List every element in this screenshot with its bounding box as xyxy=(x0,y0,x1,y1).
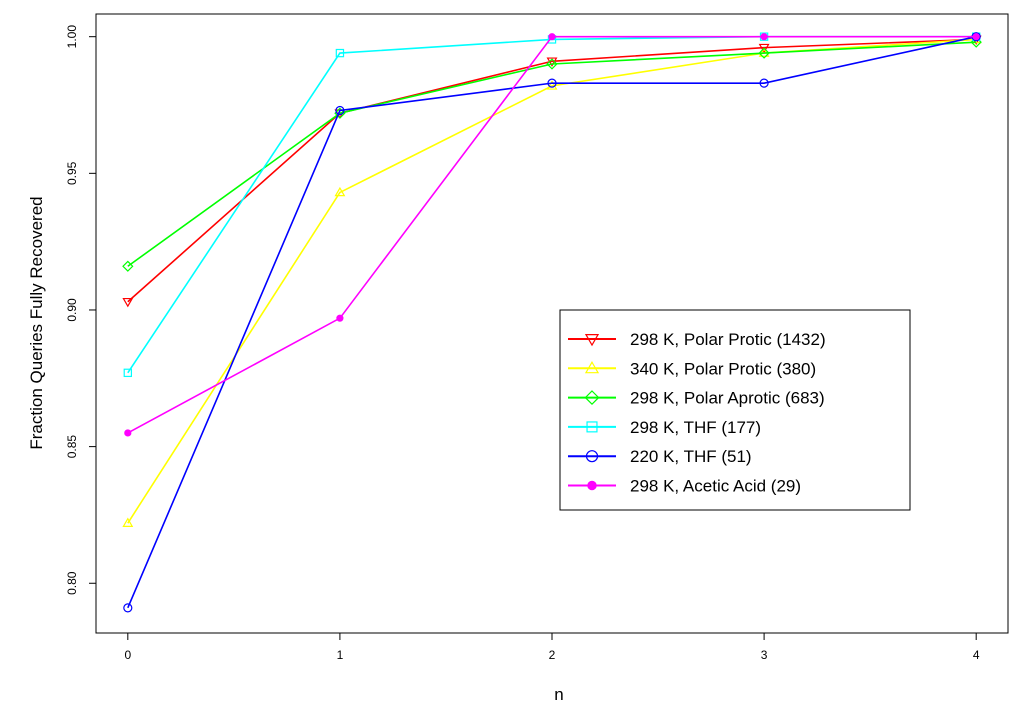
y-tick-label: 0.80 xyxy=(65,571,79,595)
series-5 xyxy=(124,33,980,437)
x-tick-label: 2 xyxy=(549,648,556,662)
x-tick-label: 0 xyxy=(124,648,131,662)
data-point xyxy=(548,33,556,41)
data-point xyxy=(546,80,558,90)
legend: 298 K, Polar Protic (1432) 340 K, Polar P… xyxy=(559,309,911,511)
data-point xyxy=(547,78,557,88)
y-axis: 0.80 0.85 0.90 0.95 1.00 xyxy=(65,25,96,595)
y-tick-label: 0.95 xyxy=(65,161,79,185)
y-axis-title: Fraction Queries Fully Recovered xyxy=(27,196,46,449)
legend-box xyxy=(559,309,911,511)
legend-item: 340 K, Polar Protic (380) xyxy=(568,359,816,378)
legend-label: 220 K, THF (51) xyxy=(630,447,752,466)
legend-item: 298 K, Polar Aprotic (683) xyxy=(568,389,825,408)
y-tick-label: 0.90 xyxy=(65,298,79,322)
data-point xyxy=(334,186,346,197)
series-line xyxy=(127,35,977,609)
legend-label: 298 K, Acetic Acid (29) xyxy=(630,477,801,496)
data-point xyxy=(123,603,133,613)
legend-label: 298 K, Polar Protic (1432) xyxy=(630,330,826,349)
legend-item: 298 K, Polar Protic (1432) xyxy=(568,330,826,349)
data-point xyxy=(124,429,132,437)
legend-swatch-marker xyxy=(586,421,598,433)
legend-label: 298 K, THF (177) xyxy=(630,418,761,437)
y-tick-label: 1.00 xyxy=(65,25,79,49)
data-point xyxy=(122,517,134,527)
data-point xyxy=(759,78,769,88)
data-point xyxy=(758,47,770,59)
series-line xyxy=(127,41,977,267)
series-line xyxy=(127,38,977,524)
series-0 xyxy=(122,35,982,308)
legend-swatch-marker xyxy=(584,361,600,374)
x-tick-label: 1 xyxy=(337,648,344,662)
data-point xyxy=(760,33,768,41)
y-tick-label: 0.85 xyxy=(65,435,79,459)
data-point xyxy=(122,297,134,308)
series-2 xyxy=(122,36,982,272)
series-line xyxy=(127,38,977,303)
data-point xyxy=(123,368,133,378)
x-axis: 0 1 2 3 4 xyxy=(124,633,980,662)
x-tick-label: 3 xyxy=(761,648,768,662)
legend-label: 298 K, Polar Aprotic (683) xyxy=(630,389,825,408)
data-point xyxy=(972,33,980,41)
legend-label: 340 K, Polar Protic (380) xyxy=(630,359,816,378)
series-4 xyxy=(123,32,981,613)
data-point xyxy=(335,105,345,116)
legend-item: 298 K, THF (177) xyxy=(568,418,761,437)
x-axis-title: n xyxy=(554,685,563,704)
legend-item: 220 K, THF (51) xyxy=(568,447,752,466)
legend-item: 298 K, Acetic Acid (29) xyxy=(568,477,801,496)
data-point xyxy=(758,43,770,54)
data-point xyxy=(546,58,558,70)
data-point xyxy=(122,260,134,272)
legend-swatch-marker xyxy=(584,390,600,406)
series-layer xyxy=(122,32,982,613)
data-point xyxy=(335,48,345,58)
legend-swatch-marker xyxy=(584,334,600,347)
legend-swatch-marker xyxy=(585,450,599,463)
x-tick-label: 4 xyxy=(973,648,980,662)
data-point xyxy=(334,107,346,119)
data-point xyxy=(336,314,344,322)
legend-swatch-marker xyxy=(587,480,597,491)
